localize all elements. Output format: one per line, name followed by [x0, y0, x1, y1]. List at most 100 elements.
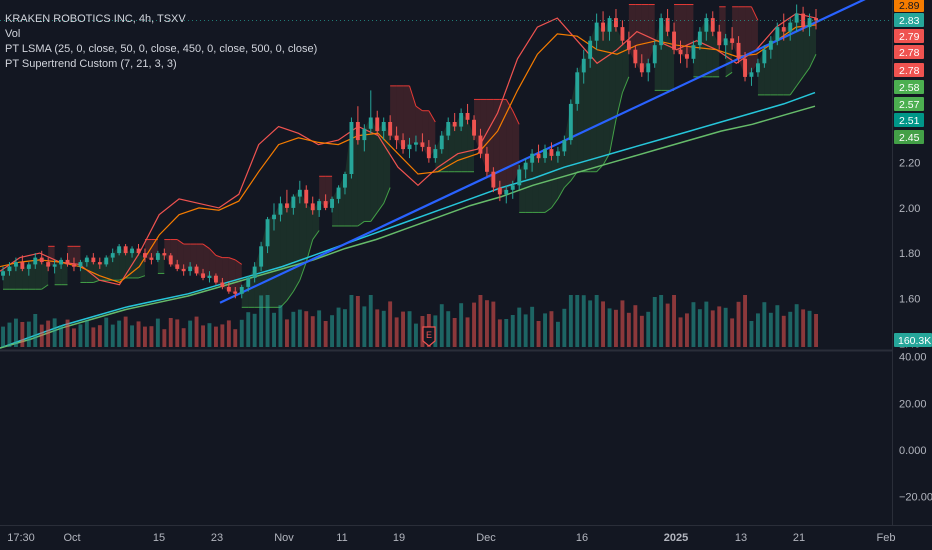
legend-volume[interactable]: Vol [5, 28, 21, 40]
candle-body [26, 264, 31, 269]
candle-body [246, 277, 251, 287]
candle-body [781, 27, 786, 32]
candle-body [807, 18, 812, 28]
supertrend-fill [641, 4, 649, 73]
volume-bar [349, 295, 354, 347]
volume-bar [46, 320, 51, 347]
supertrend-fill [274, 203, 281, 308]
candle-body [736, 42, 741, 59]
legend-lsma[interactable]: PT LSMA (25, 0, close, 50, 0, close, 450… [5, 43, 318, 55]
volume-bar [285, 319, 289, 347]
supertrend-fill [280, 203, 287, 308]
candle-body [259, 246, 264, 267]
volume-bar [639, 315, 644, 347]
volume-bar [775, 305, 780, 347]
volume-bar [265, 295, 270, 347]
supertrend-line [286, 291, 294, 301]
supertrend-line [796, 76, 804, 87]
volume-bar [84, 320, 89, 347]
candle-body [530, 153, 535, 163]
time-axis-label: 13 [735, 532, 747, 544]
volume-bar [588, 300, 593, 347]
volume-bar [749, 321, 754, 347]
supertrend-fill [41, 262, 49, 290]
price-badge [894, 0, 924, 12]
candles[interactable] [1, 4, 818, 299]
candle-body [497, 187, 502, 195]
candle-body [517, 169, 522, 186]
volume-bar [485, 300, 489, 347]
volume-bar [452, 318, 457, 347]
supertrend-fill [428, 110, 436, 159]
supertrend-fill [596, 22, 604, 172]
candle-body [472, 119, 476, 136]
legend-symbol[interactable]: KRAKEN ROBOTICS INC, 4h, TSXV [5, 13, 186, 25]
time-axis[interactable]: 17:30 Oct 15 23 Nov 11 19 Dec 16 2025 13 21 Feb [7, 532, 895, 544]
supertrend-fill [403, 85, 410, 150]
candle-body [446, 122, 451, 136]
supertrend-line [370, 212, 378, 222]
supertrend-fill [177, 239, 184, 272]
candle-body [368, 117, 373, 129]
earnings-marker[interactable]: E [422, 326, 436, 347]
volume-bar [730, 318, 735, 347]
volume-bar [175, 319, 180, 347]
candle-body [814, 18, 818, 21]
supertrend-fill [15, 262, 23, 290]
volume-bar [465, 317, 470, 347]
candle-body [581, 58, 586, 73]
volume-bar [239, 319, 244, 347]
trendline [219, 0, 866, 304]
candle-body [504, 189, 509, 195]
volume-bar [226, 320, 231, 347]
candle-body [607, 18, 612, 32]
candle-body [104, 257, 109, 265]
candle-body [672, 31, 676, 50]
supertrend-fill [609, 18, 616, 154]
candle-body [401, 140, 405, 150]
volume-bar [710, 310, 715, 347]
candle-body [523, 162, 528, 170]
price-axis[interactable]: 2.202.001.801.601.402.892.832.792.782.78… [0, 0, 932, 350]
volume-bar [143, 326, 147, 347]
candle-body [685, 54, 689, 59]
candle-body [239, 287, 244, 294]
candle-body [743, 58, 747, 77]
candle-body [452, 122, 457, 127]
volume-bar [336, 307, 341, 347]
supertrend-line [512, 110, 520, 125]
candle-body [123, 246, 128, 254]
volume-bar [97, 325, 102, 347]
volume-bar [536, 321, 541, 347]
volume-bar [59, 325, 63, 347]
volume-bar [343, 309, 347, 347]
volume-bar [214, 326, 218, 347]
supertrend-fill [93, 262, 100, 283]
supertrend-line [93, 279, 100, 283]
legend-supertrend[interactable]: PT Supertrend Custom (7, 21, 3, 3) [5, 58, 177, 70]
volume-bar [123, 316, 128, 347]
volume-bar [472, 302, 476, 347]
candle-body [614, 18, 618, 28]
supertrend-line [176, 239, 184, 245]
supertrend-line [415, 105, 423, 112]
price-tick-label: 1.60 [899, 293, 920, 305]
supertrend-line [428, 110, 436, 123]
supertrend-line [41, 284, 49, 290]
candle-body [426, 146, 431, 159]
supertrend-fill [235, 259, 242, 294]
oscillator-pane: 40.00 20.00 0.000 −20.00 [899, 352, 932, 504]
candle-body [652, 45, 657, 64]
time-axis-label: 23 [211, 532, 223, 544]
candle-body [110, 253, 115, 258]
volume-bar [278, 305, 283, 347]
supertrend-fill [61, 259, 68, 285]
candle-body [375, 117, 380, 132]
supertrend-fill [312, 201, 320, 240]
candle-body [1, 271, 6, 276]
candle-body [91, 257, 96, 263]
candle-body [162, 253, 167, 256]
time-axis-label: 19 [393, 532, 405, 544]
volume-bar [388, 301, 393, 347]
